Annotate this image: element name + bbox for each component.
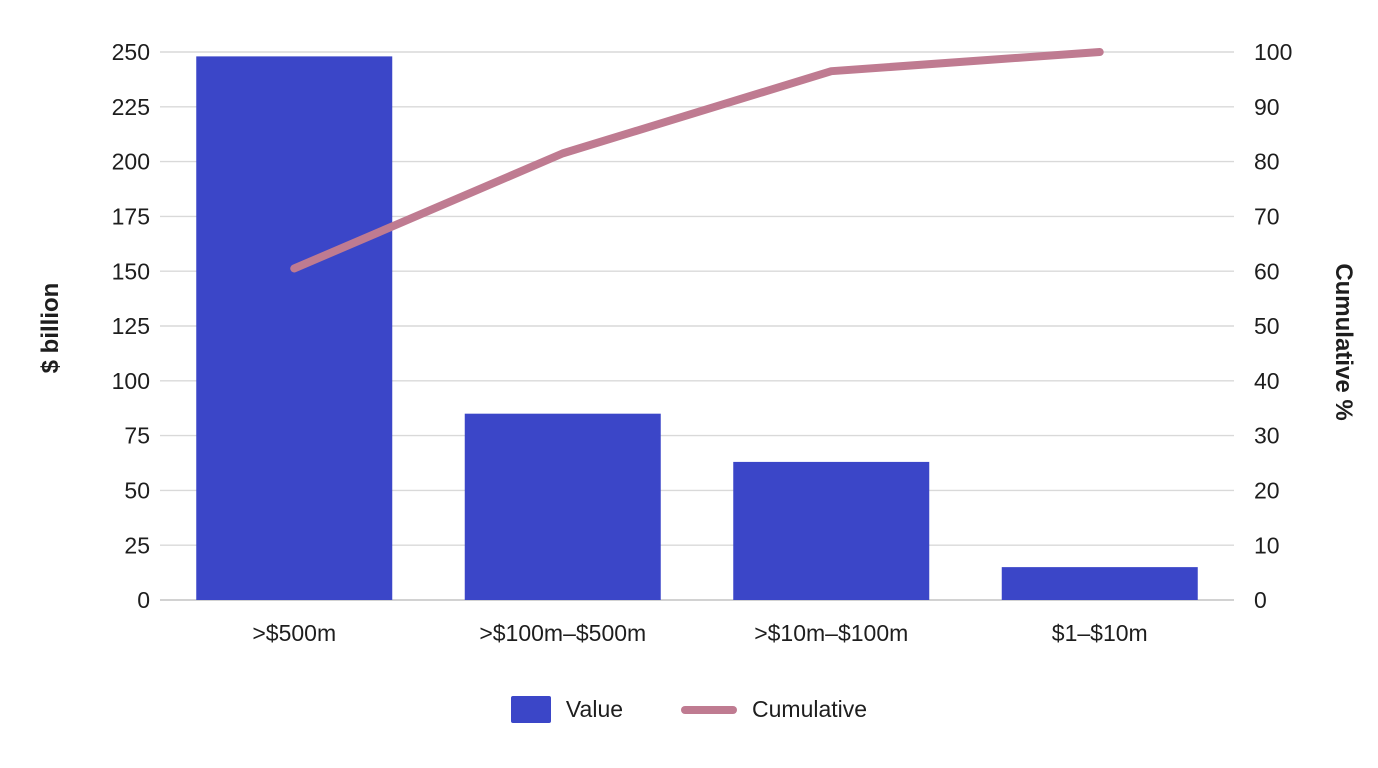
right-tick-label: 30 <box>1254 423 1280 449</box>
left-tick-label: 150 <box>112 258 150 284</box>
legend-item-cumulative: Cumulative <box>681 696 867 723</box>
legend-item-value: Value <box>510 696 624 723</box>
right-axis-ticks: 0 10 20 30 40 50 60 70 80 90 100 <box>1254 39 1292 613</box>
left-axis-ticks: 0 25 50 75 100 125 150 175 200 225 250 <box>112 39 150 613</box>
category-label: >$100m–$500m <box>479 620 646 646</box>
right-tick-label: 10 <box>1254 532 1280 558</box>
left-tick-label: 0 <box>137 587 150 613</box>
right-tick-label: 0 <box>1254 587 1267 613</box>
left-tick-label: 250 <box>112 39 150 65</box>
right-tick-label: 40 <box>1254 368 1280 394</box>
left-axis-title: $ billion <box>37 283 64 374</box>
right-tick-label: 80 <box>1254 149 1280 175</box>
category-label: $1–$10m <box>1052 620 1148 646</box>
bar-4 <box>1001 567 1198 600</box>
bars-layer <box>196 56 1198 601</box>
right-tick-label: 20 <box>1254 477 1280 503</box>
left-tick-label: 125 <box>112 313 150 339</box>
cumulative-line-layer <box>290 48 1104 273</box>
chart-legend: Value Cumulative <box>0 696 1378 723</box>
left-tick-label: 75 <box>124 423 150 449</box>
category-label: >$10m–$100m <box>754 620 908 646</box>
legend-label-value: Value <box>565 696 624 722</box>
right-axis-title: Cumulative % <box>1330 263 1357 420</box>
left-tick-label: 50 <box>124 477 150 503</box>
legend-label-cumulative: Cumulative <box>752 696 868 722</box>
left-tick-label: 200 <box>112 149 150 175</box>
category-axis-labels: >$500m >$100m–$500m >$10m–$100m $1–$10m <box>252 620 1147 646</box>
right-tick-label: 60 <box>1254 258 1280 284</box>
bar-1 <box>196 56 393 601</box>
bar-3 <box>733 461 930 600</box>
right-tick-label: 100 <box>1254 39 1292 65</box>
left-tick-label: 225 <box>112 94 150 120</box>
left-tick-label: 175 <box>112 203 150 229</box>
right-tick-label: 90 <box>1254 94 1280 120</box>
cumulative-series-swatch <box>681 705 738 714</box>
right-tick-label: 70 <box>1254 203 1280 229</box>
left-tick-label: 100 <box>112 368 150 394</box>
right-tick-label: 50 <box>1254 313 1280 339</box>
bar-2 <box>464 413 661 600</box>
cumulative-line <box>290 48 1104 273</box>
left-tick-label: 25 <box>124 532 150 558</box>
value-series-swatch <box>510 696 551 723</box>
category-label: >$500m <box>252 620 336 646</box>
